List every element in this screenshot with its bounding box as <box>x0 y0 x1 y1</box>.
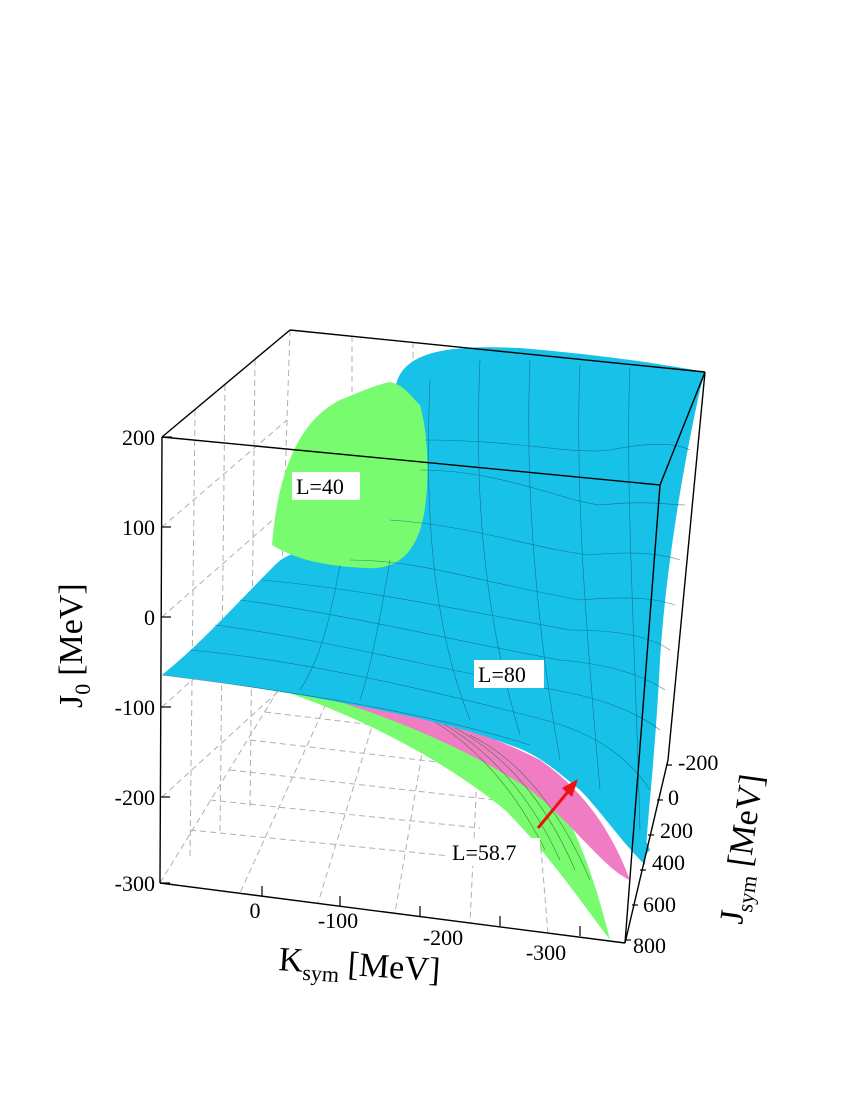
z-tick-label: 200 <box>122 425 155 450</box>
surface-l587-lower <box>300 690 630 880</box>
annotation-arrow-shaft <box>536 787 573 829</box>
z-tick-label: -100 <box>115 695 155 720</box>
annotation-l40-text: L=40 <box>296 474 344 499</box>
main-surface <box>161 347 705 865</box>
annotation-l80-text: L=80 <box>478 662 526 687</box>
y-axis-label: Jsym[MeV] <box>713 772 776 927</box>
y-tick-label: 800 <box>633 933 666 958</box>
z-tick-label: -300 <box>115 871 155 896</box>
z-axis-label: J0[MeV] <box>53 583 95 708</box>
y-tick-label: -200 <box>678 750 718 775</box>
z-tick-label: -200 <box>115 785 155 810</box>
tick-marks <box>160 436 672 941</box>
annotation-l587: L=58.7 <box>448 779 578 866</box>
x-tick-labels: 0 -100 -200 -300 <box>250 898 567 965</box>
y-tick-label: 400 <box>652 850 685 875</box>
x-tick-label: -100 <box>318 908 358 933</box>
surface-l80 <box>162 347 705 865</box>
y-tick-labels: -200 0 200 400 600 800 <box>633 750 718 958</box>
annotation-l587-text: L=58.7 <box>452 840 516 865</box>
x-tick-label: 0 <box>250 898 261 923</box>
x-tick-label: -200 <box>423 925 463 950</box>
box-frame <box>159 329 706 944</box>
x-axis-label: Ksym [MeV] <box>277 941 441 994</box>
z-tick-labels: 200 100 0 -100 -200 -300 <box>115 425 155 896</box>
y-tick-label: 200 <box>660 818 693 843</box>
z-tick-label: 0 <box>144 605 155 630</box>
annotation-l40: L=40 <box>292 472 360 500</box>
y-tick-label: 600 <box>643 892 676 917</box>
z-tick-label: 100 <box>122 515 155 540</box>
lower-sheets <box>280 688 650 940</box>
x-tick-label: -300 <box>526 940 566 965</box>
annotation-arrow-head <box>562 779 578 797</box>
annotation-l80: L=80 <box>474 660 544 688</box>
y-tick-label: 0 <box>668 785 679 810</box>
